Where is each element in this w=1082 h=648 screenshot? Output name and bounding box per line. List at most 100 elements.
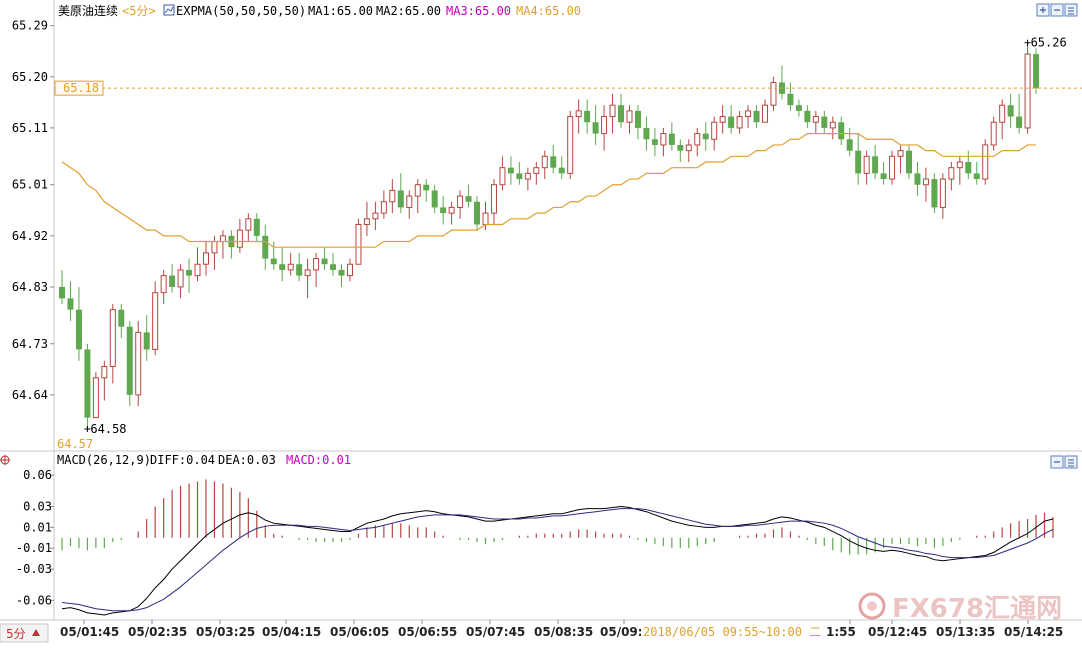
candle[interactable] (457, 190, 464, 219)
candle[interactable] (626, 105, 633, 134)
candle[interactable] (643, 116, 650, 151)
candle[interactable] (287, 252, 294, 276)
candle[interactable] (880, 162, 887, 185)
candle[interactable] (702, 122, 709, 151)
candle[interactable] (719, 105, 726, 134)
candle[interactable] (194, 247, 201, 282)
candle[interactable] (363, 201, 370, 236)
candle[interactable] (490, 179, 497, 225)
candle[interactable] (245, 213, 252, 242)
candle[interactable] (499, 156, 506, 191)
candle[interactable] (1016, 93, 1023, 134)
candle[interactable] (618, 93, 625, 128)
candle[interactable] (567, 110, 574, 180)
candle[interactable] (812, 110, 819, 134)
candle[interactable] (872, 144, 879, 180)
settings-icon[interactable] (1064, 3, 1078, 17)
candle[interactable] (152, 281, 159, 356)
candle[interactable] (855, 133, 862, 185)
candle[interactable] (253, 213, 260, 242)
candle[interactable] (770, 76, 777, 111)
candle[interactable] (787, 82, 794, 111)
candle[interactable] (745, 105, 752, 128)
candle[interactable] (956, 156, 963, 185)
candle[interactable] (440, 196, 447, 225)
candle[interactable] (524, 167, 531, 191)
candle[interactable] (948, 162, 955, 191)
candle[interactable] (516, 162, 523, 185)
candle[interactable] (380, 190, 387, 219)
candle[interactable] (609, 93, 616, 134)
candle[interactable] (1007, 93, 1014, 128)
candle[interactable] (541, 150, 548, 180)
candle[interactable] (939, 173, 946, 219)
candle[interactable] (897, 144, 904, 174)
candle[interactable] (829, 116, 836, 140)
candle[interactable] (965, 150, 972, 180)
candle[interactable] (584, 99, 591, 134)
candle[interactable] (999, 99, 1006, 140)
candle[interactable] (109, 304, 116, 384)
candle[interactable] (846, 127, 853, 157)
candle[interactable] (728, 105, 735, 134)
candle[interactable] (550, 144, 557, 174)
candle[interactable] (821, 110, 828, 134)
candle[interactable] (762, 99, 769, 123)
candle[interactable] (67, 281, 74, 322)
candle[interactable] (304, 258, 311, 299)
candle[interactable] (838, 116, 845, 145)
candle[interactable] (863, 150, 870, 185)
macd-target-icon[interactable] (0, 455, 10, 465)
candle[interactable] (186, 258, 193, 293)
candle[interactable] (973, 162, 980, 185)
candle[interactable] (160, 269, 167, 304)
candle[interactable] (143, 315, 150, 361)
candle[interactable] (236, 218, 243, 253)
candle[interactable] (92, 372, 99, 419)
candle[interactable] (101, 360, 108, 401)
candle[interactable] (592, 105, 599, 145)
candle[interactable] (507, 156, 514, 185)
candle[interactable] (634, 105, 641, 140)
candle[interactable] (651, 127, 658, 157)
candle[interactable] (448, 201, 455, 225)
candle[interactable] (677, 139, 684, 162)
candle[interactable] (279, 247, 286, 282)
candle[interactable] (270, 241, 277, 270)
candle[interactable] (736, 110, 743, 134)
candle[interactable] (313, 252, 320, 287)
period-selector[interactable] (0, 623, 49, 643)
candle[interactable] (660, 127, 667, 157)
candle[interactable] (990, 116, 997, 151)
candle[interactable] (338, 264, 345, 287)
candle[interactable] (118, 304, 125, 339)
candle[interactable] (804, 105, 811, 128)
candle[interactable] (474, 196, 481, 231)
candle[interactable] (982, 139, 989, 185)
candle[interactable] (922, 167, 929, 202)
candle[interactable] (558, 156, 565, 180)
candle[interactable] (262, 224, 269, 270)
candle[interactable] (795, 99, 802, 117)
candle[interactable] (465, 184, 472, 208)
candle[interactable] (126, 321, 133, 407)
candle[interactable] (575, 99, 582, 134)
candle[interactable] (906, 144, 912, 180)
candle[interactable] (1033, 48, 1040, 94)
candle[interactable] (414, 179, 421, 214)
candle[interactable] (694, 127, 701, 157)
candle[interactable] (601, 105, 608, 151)
candle[interactable] (372, 201, 379, 231)
candle[interactable] (914, 162, 921, 197)
candle[interactable] (778, 65, 785, 100)
candle[interactable] (135, 321, 142, 407)
candle[interactable] (330, 252, 337, 276)
candle[interactable] (296, 252, 303, 282)
candle[interactable] (889, 150, 896, 185)
candle[interactable] (355, 218, 362, 265)
candle[interactable] (931, 173, 938, 214)
candle[interactable] (389, 179, 396, 214)
candle[interactable] (668, 122, 675, 151)
candle[interactable] (397, 173, 404, 214)
macd-settings-icon[interactable] (1064, 455, 1078, 469)
